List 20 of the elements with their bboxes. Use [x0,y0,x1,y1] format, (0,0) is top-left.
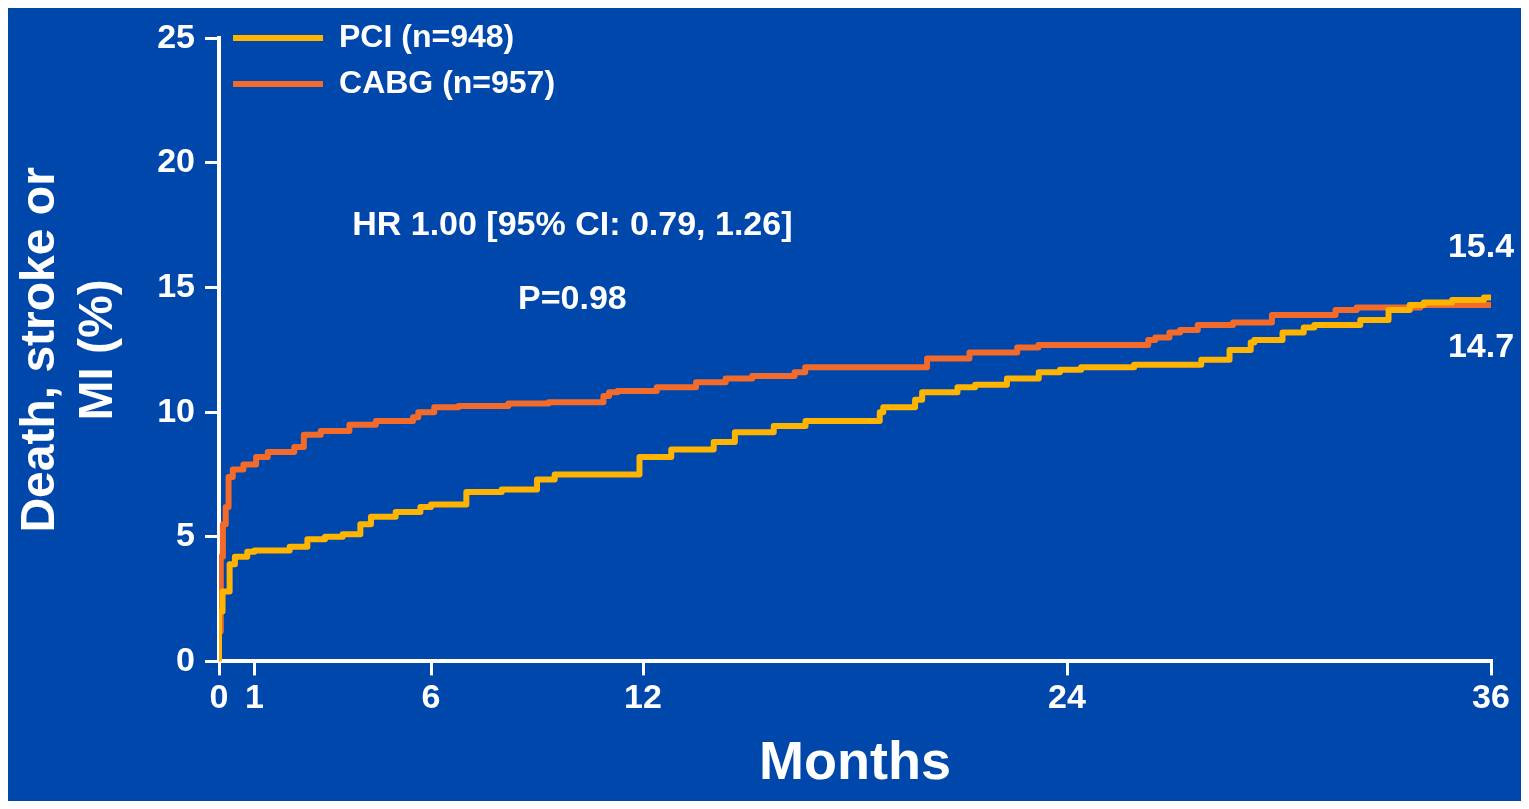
x-tick-label: 24 [1048,677,1086,716]
y-axis-title: Death, stroke or MI (%) [11,167,122,533]
annotation: HR 1.00 [95% CI: 0.79, 1.26] [352,203,793,242]
x-tick-label: 12 [624,677,662,716]
annotation: P=0.98 [517,278,627,317]
y-tick-label: 20 [157,141,196,180]
y-tick-label: 5 [176,515,196,554]
x-tick-label: 36 [1472,677,1510,716]
y-tick-label: 15 [157,265,196,304]
x-tick-label: 1 [244,677,264,716]
x-tick-label: 6 [421,677,441,716]
legend-label: PCI (n=948) [339,17,515,54]
x-tick-label: 0 [209,677,229,716]
y-tick-label: 25 [157,16,196,55]
x-axis-title: Months [759,730,951,791]
y-tick-label: 10 [157,390,196,429]
annotation: 14.7 [1447,325,1515,364]
y-tick-label: 0 [176,639,196,678]
annotation: 15.4 [1447,226,1515,265]
legend-label: CABG (n=957) [339,63,556,100]
